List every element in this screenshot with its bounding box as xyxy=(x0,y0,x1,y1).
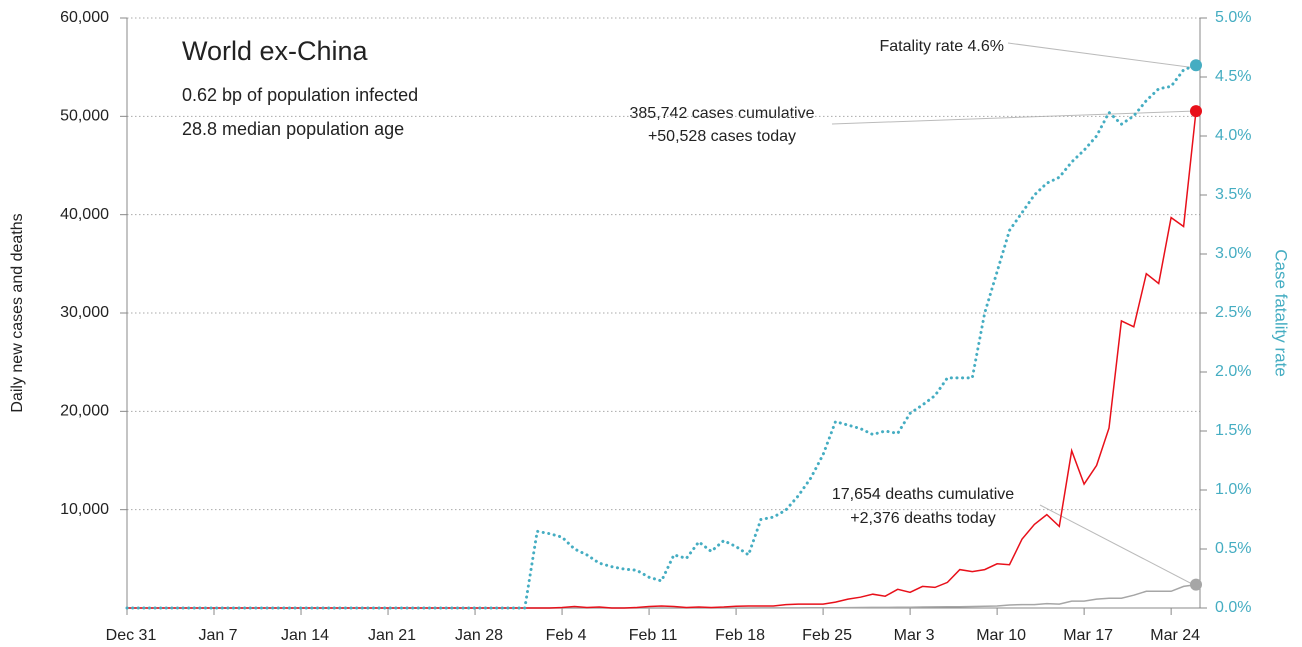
y2-tick-label: 1.5% xyxy=(1215,422,1251,439)
y2-tick-label: 0.0% xyxy=(1215,599,1251,616)
y-tick-label: 60,000 xyxy=(60,9,109,26)
subtitle: 28.8 median population age xyxy=(182,119,404,139)
y2-tick-label: 2.5% xyxy=(1215,304,1251,321)
annotation: +50,528 cases today xyxy=(648,128,796,145)
x-tick-label: Mar 10 xyxy=(976,627,1026,644)
y2-tick-label: 4.0% xyxy=(1215,127,1251,144)
x-tick-label: Jan 28 xyxy=(455,627,503,644)
leader-line xyxy=(1039,504,1197,587)
y2-tick-label: 1.0% xyxy=(1215,481,1251,498)
y-axis-label: Daily new cases and deaths xyxy=(9,213,26,412)
annotation: Fatality rate 4.6% xyxy=(880,38,1005,55)
end-point xyxy=(1190,105,1202,118)
series-line xyxy=(125,63,1198,610)
leader-line xyxy=(1007,42,1197,69)
y-tick-label: 20,000 xyxy=(60,403,109,420)
series-line xyxy=(127,583,1197,609)
y2-tick-label: 5.0% xyxy=(1215,9,1251,26)
annotation: 385,742 cases cumulative xyxy=(630,105,815,122)
chart-title: World ex-China xyxy=(182,36,369,66)
series-line xyxy=(127,111,1197,609)
y2-tick-label: 4.5% xyxy=(1215,68,1251,85)
x-tick-label: Jan 7 xyxy=(198,627,237,644)
x-tick-label: Feb 4 xyxy=(546,627,587,644)
x-tick-label: Mar 24 xyxy=(1150,627,1200,644)
x-tick-label: Feb 25 xyxy=(802,627,852,644)
annotation: 17,654 deaths cumulative xyxy=(832,486,1014,503)
y-tick-label: 50,000 xyxy=(60,108,109,125)
x-tick-label: Jan 21 xyxy=(368,627,416,644)
y2-tick-label: 2.0% xyxy=(1215,363,1251,380)
x-tick-label: Feb 11 xyxy=(629,627,678,644)
x-tick-label: Jan 14 xyxy=(281,627,329,644)
annotation: +2,376 deaths today xyxy=(850,510,995,527)
y-tick-label: 40,000 xyxy=(60,206,109,223)
y2-tick-label: 3.5% xyxy=(1215,186,1251,203)
x-tick-label: Mar 3 xyxy=(894,627,935,644)
y2-axis-label: Case fatality rate xyxy=(1272,249,1291,377)
subtitle: 0.62 bp of population infected xyxy=(182,85,418,105)
y2-tick-label: 0.5% xyxy=(1215,540,1251,557)
y-tick-label: 30,000 xyxy=(60,304,109,321)
y-tick-label: 10,000 xyxy=(60,501,109,518)
end-point xyxy=(1190,578,1202,591)
y2-tick-label: 3.0% xyxy=(1215,245,1251,262)
x-tick-label: Feb 18 xyxy=(715,627,765,644)
end-point xyxy=(1190,59,1202,72)
leader-line xyxy=(831,110,1197,125)
x-tick-label: Mar 17 xyxy=(1063,627,1113,644)
x-tick-label: Dec 31 xyxy=(106,627,157,644)
